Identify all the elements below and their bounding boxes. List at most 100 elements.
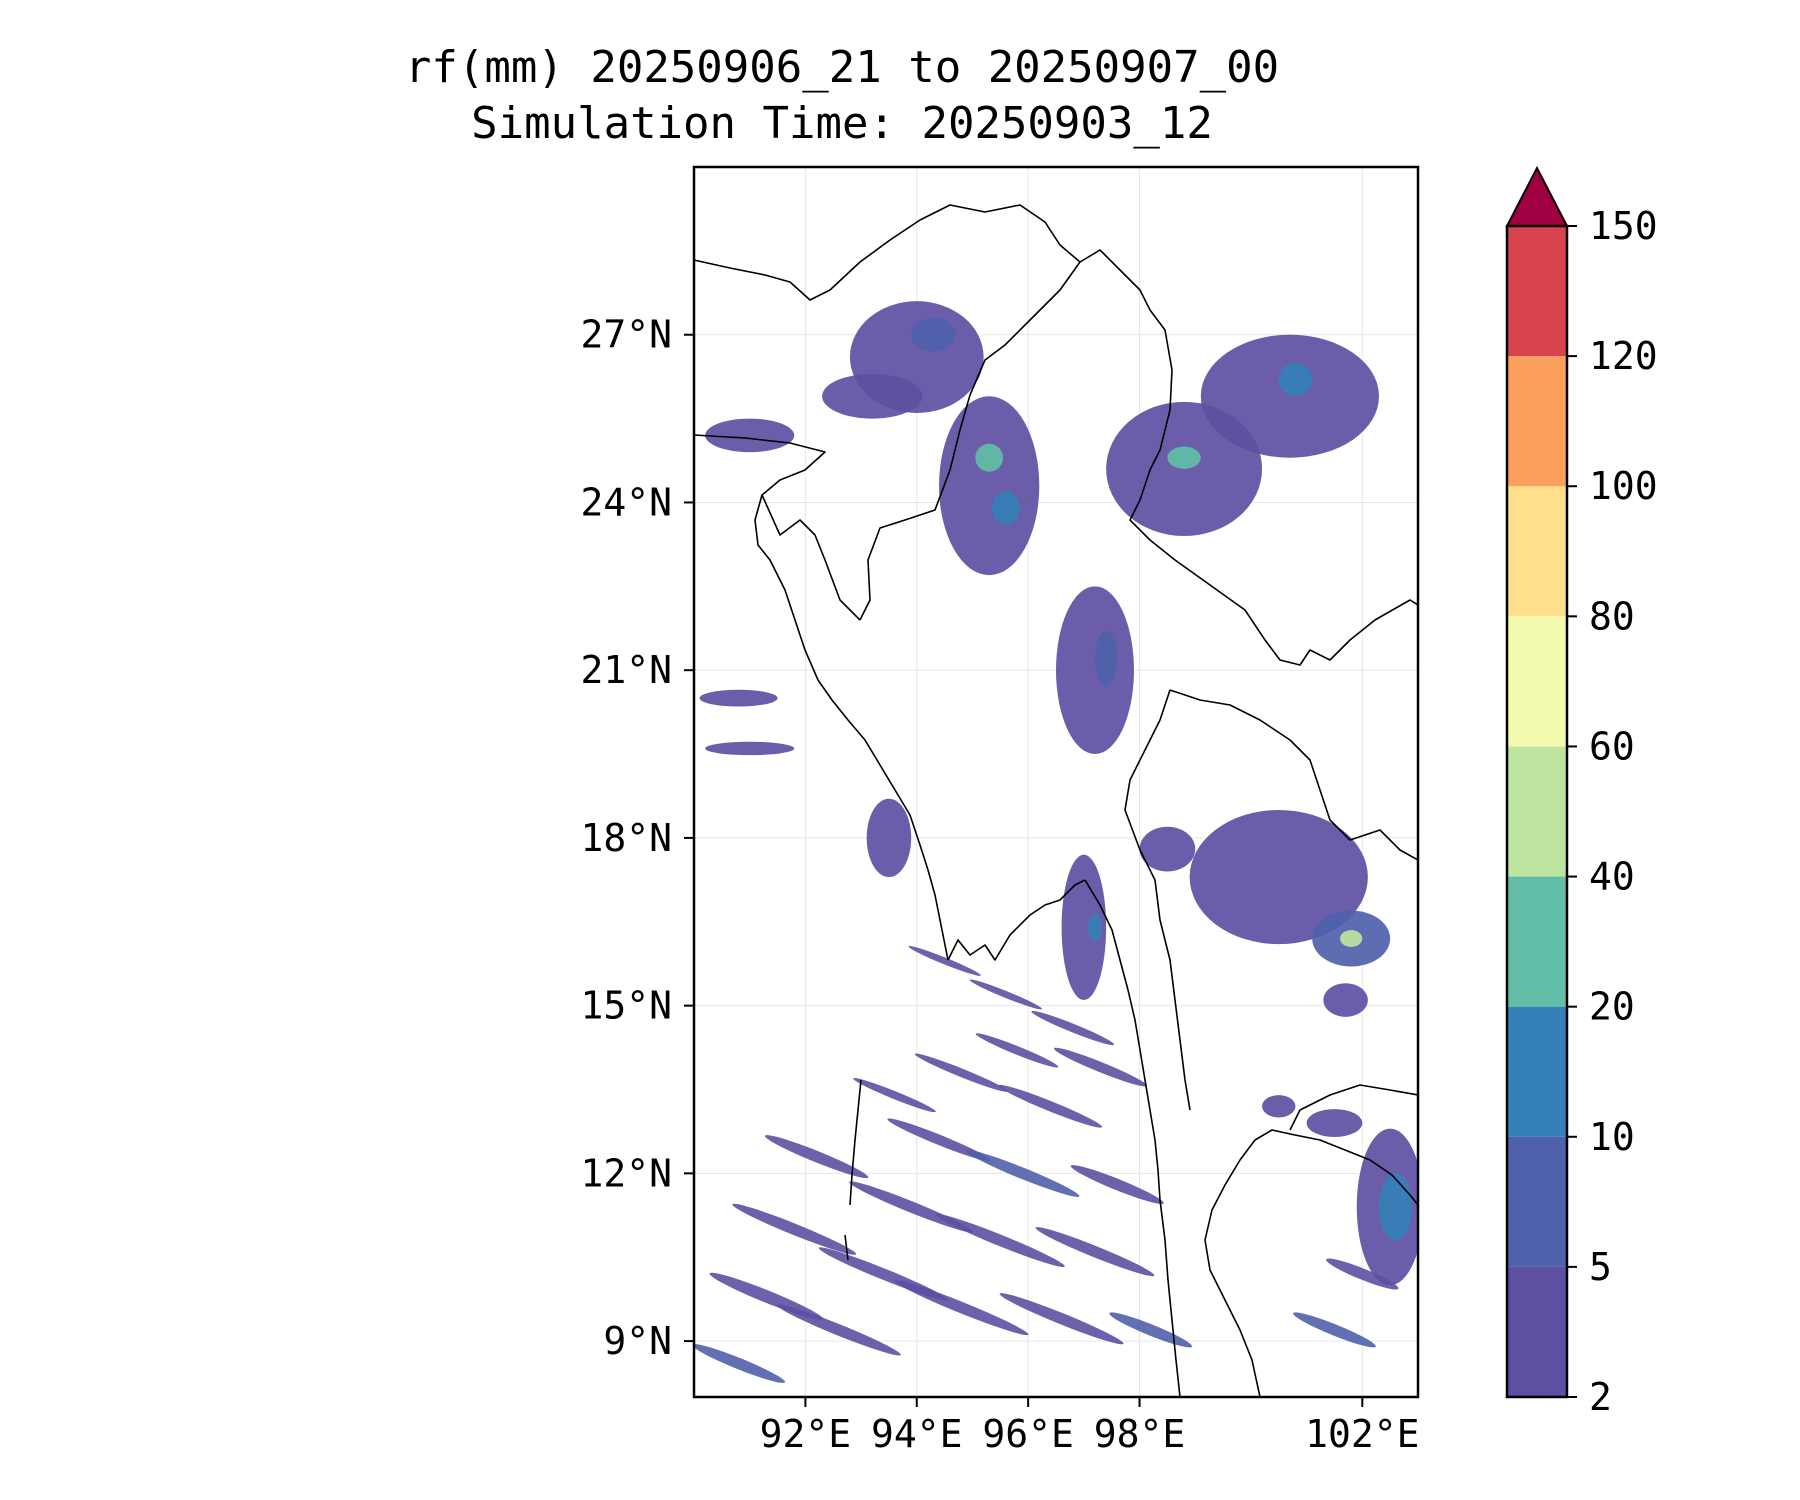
border-myanmar-thailand [1124,689,1191,1111]
andaman-islands [844,1079,862,1261]
rain-streak [1326,1258,1399,1290]
colorbar-segment [1507,616,1567,747]
colorbar-frame [1505,224,1569,1399]
longitude-ticks: 92°E 94°E 96°E 98°E 102°E [760,1397,1420,1456]
rain-streak [764,1135,869,1179]
rain-cell [1200,334,1380,458]
lat-tick-label: 21°N [580,648,672,692]
rain-streak [1293,1312,1376,1348]
colorbar-segment [1507,226,1567,357]
rain-streak [935,1213,1065,1268]
rain-cell [1094,631,1118,687]
colorbar-tick-label: 2 [1589,1375,1612,1419]
colorbar-tick-label: 60 [1589,724,1635,768]
rain-cell [1278,362,1313,397]
lon-tick-label: 92°E [760,1412,852,1456]
coastline-and-borders [694,204,1418,1397]
rain-streak [894,1279,1029,1336]
rain-streak [975,1033,1059,1068]
coastline-tenasserim [1084,879,1181,1397]
map-frame [692,165,1420,1399]
colorbar-tick-label: 10 [1589,1115,1635,1159]
rain-streak [1031,1010,1115,1046]
border-bangladesh [761,494,861,621]
rain-streak [969,979,1043,1010]
colorbar-extend-arrow [1505,165,1569,227]
border-india-myanmar [859,261,1081,621]
colorbar-segment [1507,876,1567,1007]
rain-cell [975,443,1004,472]
coastline-bengal [694,434,949,961]
latitude-ticks: 27°N 24°N 21°N 18°N 15°N 12°N 9°N [580,313,694,1363]
rain-cell [1306,1109,1363,1138]
lat-tick-label: 15°N [580,984,672,1028]
rain-streak [1054,1047,1148,1087]
lon-tick-label: 94°E [871,1412,963,1456]
rain-streak [908,945,981,976]
rain-streak [998,1084,1103,1128]
rain-cell [939,396,1040,576]
border-north [694,204,1173,471]
colorbar-tick-label: 40 [1589,855,1635,899]
colorbar-segment [1507,1266,1567,1397]
map-gridlines [694,167,1418,1397]
border-myanmar-east [1129,469,1418,666]
lat-tick-label: 24°N [580,480,672,524]
rain-cell [1061,854,1107,1001]
rain-cell [991,491,1020,525]
lat-tick-label: 27°N [580,313,672,357]
colorbar-tick-label: 120 [1589,334,1658,378]
rain-streak [999,1293,1124,1345]
rain-streak [1070,1165,1164,1205]
rain-cell [1139,826,1196,872]
rain-streak [853,1078,936,1113]
colorbar-tick-label: 100 [1589,464,1658,508]
colorbar-tick-label: 80 [1589,594,1635,638]
rain-cell [705,418,795,453]
rain-streak [694,1343,786,1383]
rain-streak [1109,1312,1193,1348]
rain-streak [887,1118,991,1162]
colorbar-segment [1507,356,1567,487]
rain-cell [1379,1173,1413,1241]
colorbar-segment [1507,1136,1567,1267]
colorbar: 2 5 10 20 40 60 80 100 120 150 [1505,165,1658,1419]
rain-cell [705,741,795,756]
rain-cell [1189,809,1368,945]
rain-cell [1088,913,1102,942]
colorbar-tick-label: 20 [1589,985,1635,1029]
rain-streak [849,1181,974,1233]
rain-streak [776,1304,901,1356]
lat-tick-label: 12°N [580,1151,672,1195]
lon-tick-label: 102°E [1305,1412,1419,1456]
coastline-delta [947,879,1086,961]
lon-tick-label: 96°E [982,1412,1074,1456]
rain-cell [911,317,956,352]
lat-tick-label: 18°N [580,816,672,860]
colorbar-tick-label: 150 [1589,204,1658,248]
chart-title: rf(mm) 20250906_21 to 20250907_00 [404,42,1280,93]
colorbar-segment [1507,746,1567,877]
border-thailand-cambodia [1289,1084,1418,1131]
rain-cell [866,798,912,878]
rainfall-field [694,301,1418,1383]
rain-streak [1035,1227,1155,1277]
rain-cell [1167,446,1201,469]
border-thailand-laos [1169,689,1418,861]
rain-cell [1262,1095,1296,1118]
rain-streak [732,1203,857,1255]
colorbar-segment [1507,486,1567,617]
rain-cell [1056,586,1134,755]
colorbar-segment [1507,1006,1567,1137]
rain-cell [1323,983,1368,1017]
rain-cell [699,689,778,707]
rain-cell [1340,930,1363,947]
rain-cell [822,373,923,419]
lat-tick-label: 9°N [603,1319,672,1363]
chart-subtitle: Simulation Time: 20250903_12 [471,98,1213,149]
coastline-thai-gulf [1204,1129,1418,1397]
colorbar-tick-label: 5 [1589,1245,1612,1289]
rain-streak [965,1149,1080,1197]
rain-streak [914,1053,1008,1092]
